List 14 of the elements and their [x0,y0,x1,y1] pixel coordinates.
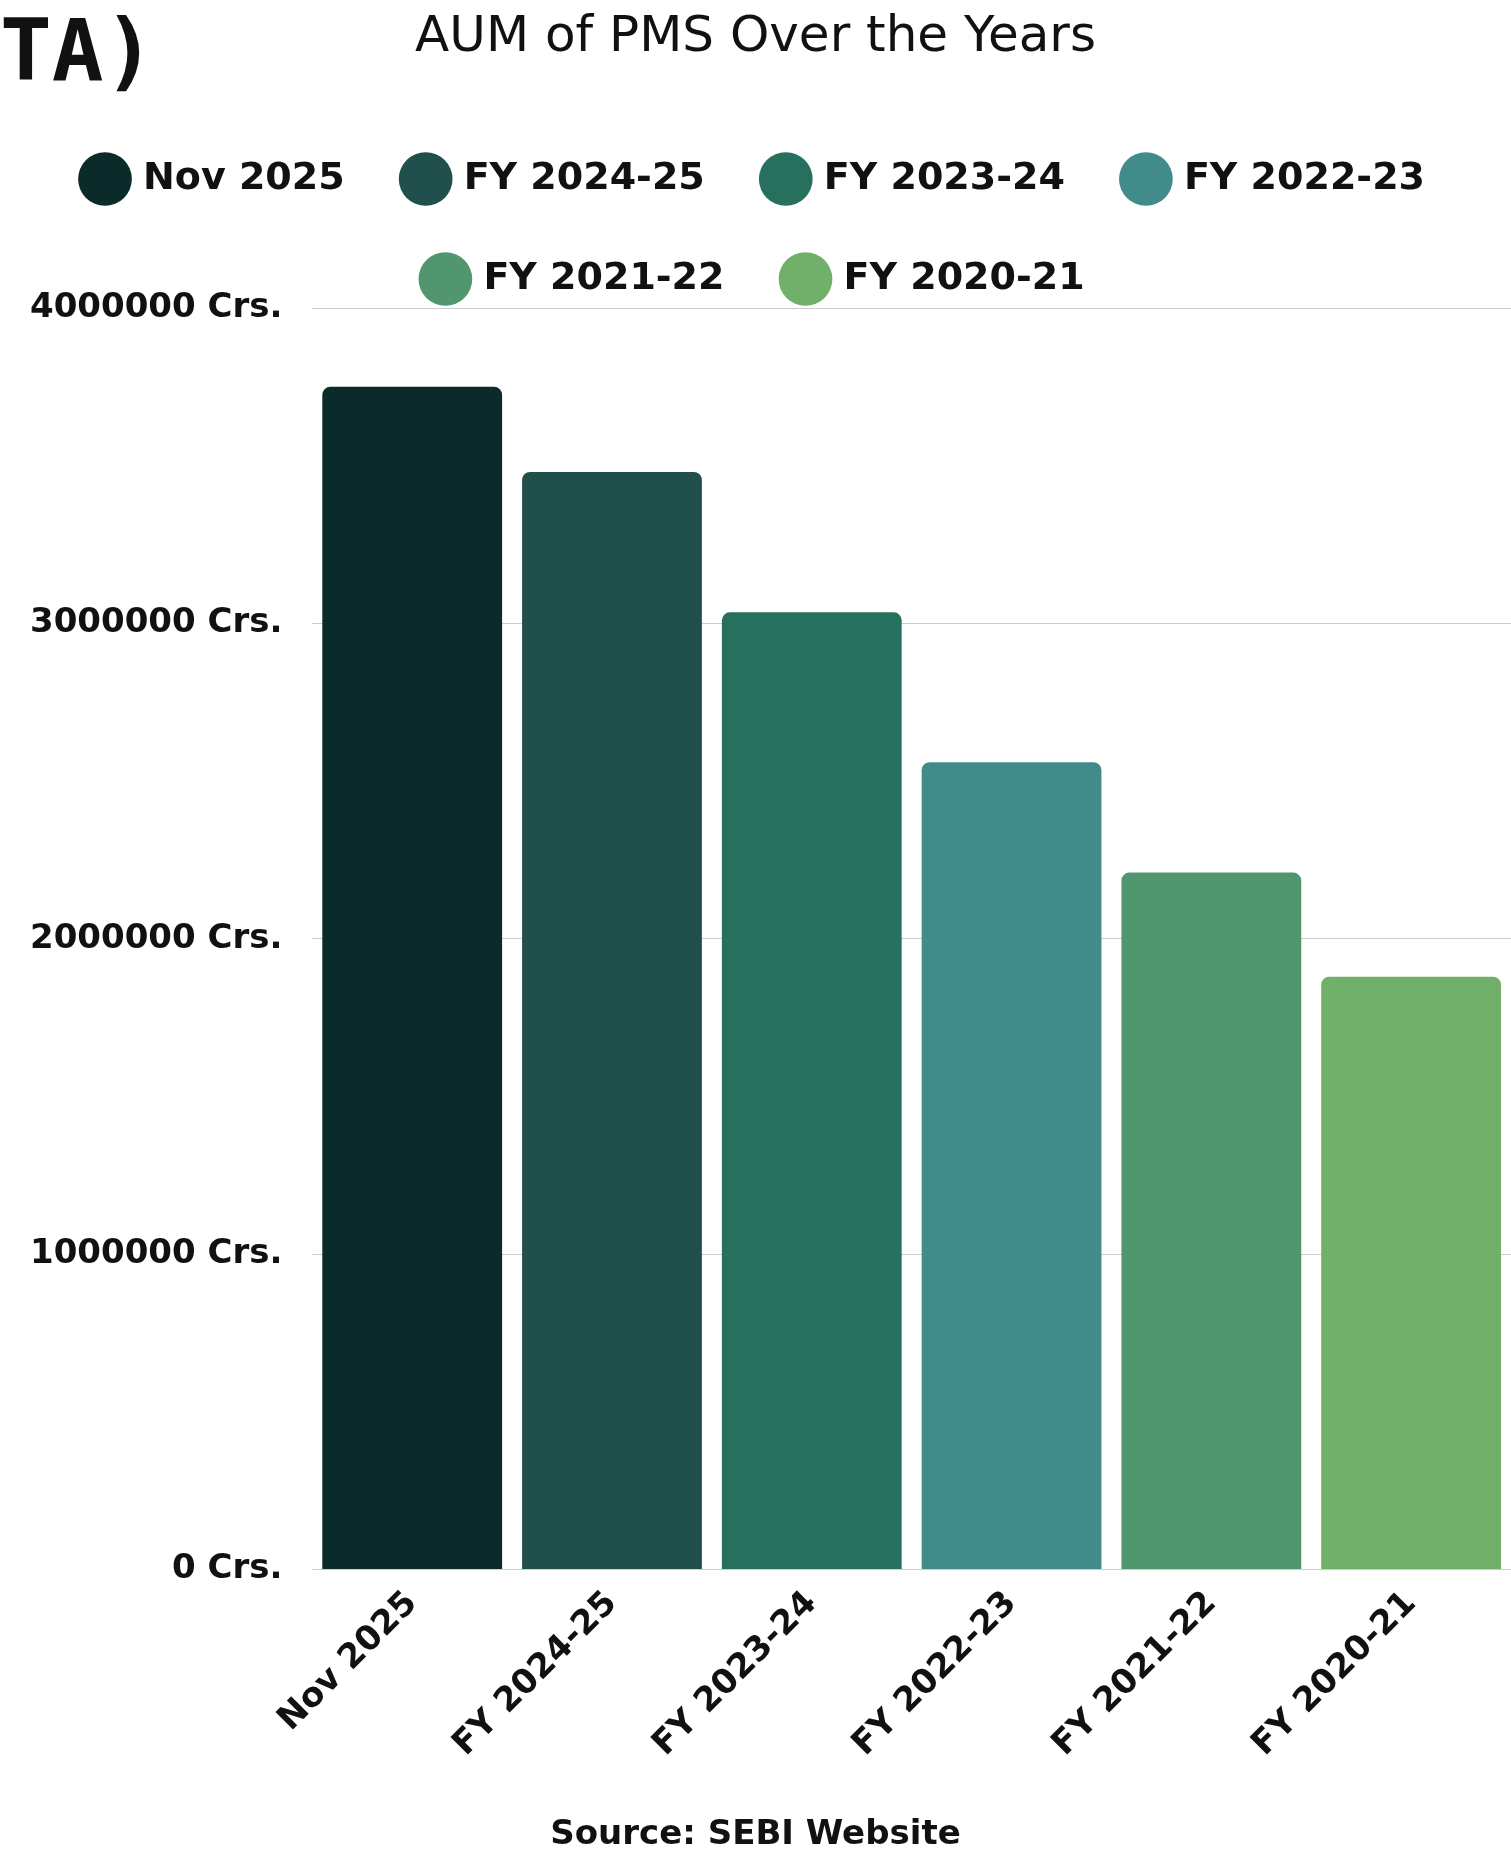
text: TA) [0,0,156,100]
legend-label: FY 2023-24 [823,153,1065,198]
y-tick-label: 1000000 Crs. [30,1231,283,1272]
legend-label: FY 2020-21 [843,253,1085,298]
y-tick-label: 2000000 Crs. [30,915,283,956]
y-tick-label: 4000000 Crs. [30,284,283,325]
chart-title: AUM of PMS Over the Years [415,4,1096,63]
legend-label: Nov 2025 [142,153,345,198]
y-tick-label: 0 Crs. [171,1546,283,1587]
y-tick-label: 3000000 Crs. [30,600,283,641]
legend-label: FY 2021-22 [483,253,725,298]
legend-label: FY 2024-25 [463,153,705,198]
legend-label: FY 2022-23 [1183,153,1426,198]
source-note: Source: SEBI Website [549,1812,962,1852]
